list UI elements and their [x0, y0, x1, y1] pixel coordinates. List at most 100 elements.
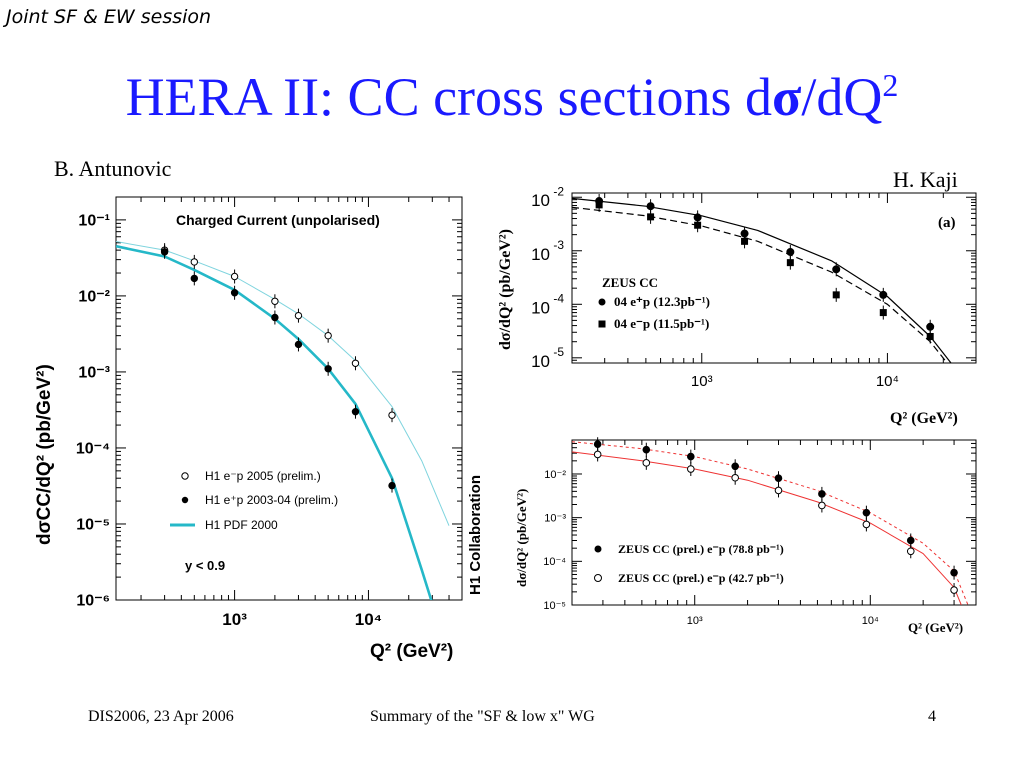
zeus-a-curves	[572, 197, 952, 363]
zeus-b-points	[593, 437, 958, 598]
y-tick-label: 10⁻⁵	[543, 600, 566, 612]
h1-plot-frame	[115, 196, 463, 601]
y-tick-label: 10⁻³	[544, 513, 566, 525]
y-tick-label: 10⁻⁴	[543, 556, 566, 568]
h1-points	[160, 243, 396, 493]
zeus-b-plot-frame	[571, 439, 977, 606]
zeus-b-x-axis-label: Q² (GeV²)	[908, 620, 963, 635]
y-tick-exponent: -4	[553, 291, 564, 305]
h1-legend-marker-open	[181, 472, 189, 480]
author-left: B. Antunovic	[54, 156, 172, 181]
h1-chart: Charged Current (unpolarised) 10⁻⁶ 10⁻⁵ 10…	[34, 196, 484, 662]
h1-chart-title: Charged Current (unpolarised)	[176, 212, 380, 228]
title-main: HERA II: CC cross sections d	[125, 67, 773, 127]
data-point	[190, 274, 199, 283]
h1-ticks	[116, 196, 463, 601]
data-point	[595, 201, 603, 209]
y-tick-label: 10⁻⁶	[76, 593, 110, 610]
zeus-b-legend-item-2: ZEUS CC (prel.) e⁻p (42.7 pb⁻¹)	[618, 571, 784, 585]
data-point	[818, 490, 826, 498]
h1-x-axis-label: Q² (GeV²)	[370, 641, 453, 662]
zeus-b-y-tick-labels: 10⁻² 10⁻³ 10⁻⁴ 10⁻⁵	[543, 469, 566, 612]
data-point	[694, 221, 702, 229]
y-tick-label: 10⁻³	[78, 365, 110, 382]
data-point	[351, 359, 360, 367]
zeus-a-panel-label: (a)	[938, 215, 956, 231]
y-tick-exponent: -5	[553, 345, 564, 359]
h1-side-label: H1 Collaboration	[467, 475, 484, 595]
data-point	[230, 272, 239, 281]
data-point	[741, 237, 749, 245]
zeus-a-legend-item-2: 04 e⁻p (11.5pb⁻¹)	[614, 316, 709, 331]
y-tick-label: 10⁻⁵	[76, 517, 110, 534]
data-point	[832, 265, 841, 274]
y-tick-exponent: -3	[553, 238, 564, 252]
x-tick-label: 10⁴	[355, 610, 382, 629]
footer-title: Summary of the "SF & low x" WG	[370, 708, 595, 725]
y-tick-label: 10⁻²	[544, 469, 566, 481]
series-line	[572, 197, 952, 363]
y-tick-label: 10⁻¹	[78, 212, 110, 229]
title-end: /dQ	[801, 67, 883, 127]
zeus-a-y-axis-label: dσ/dQ² (pb/GeV²)	[497, 229, 514, 350]
data-point	[593, 450, 602, 459]
y-tick-exponent: -2	[553, 185, 564, 198]
data-point	[647, 213, 655, 221]
zeus-b-curves	[572, 441, 969, 605]
session-label: Joint SF & EW session	[6, 6, 212, 28]
zeus-chart-b: 10⁻² 10⁻³ 10⁻⁴ 10⁻⁵ 10³ 10⁴ ZEUS CC (prel.) …	[514, 437, 977, 635]
data-point	[832, 291, 840, 299]
slide-title: HERA II: CC cross sections dσ/dQ2	[0, 66, 1024, 128]
data-point	[294, 340, 303, 349]
zeus-b-y-axis-label: dσ/dQ² (pb/GeV²)	[514, 489, 529, 587]
data-point	[388, 481, 396, 490]
y-tick-label: 10	[531, 352, 550, 371]
x-tick-label: 10⁴	[876, 373, 899, 390]
data-point	[786, 247, 795, 256]
h1-legend-item-3: H1 PDF 2000	[205, 518, 278, 532]
zeus-b-legend-marker-open	[594, 574, 602, 582]
data-point	[818, 501, 826, 510]
h1-legend-item-1: H1 e⁻p 2005 (prelim.)	[205, 469, 321, 483]
data-point	[731, 473, 739, 482]
data-point	[926, 322, 935, 331]
data-point	[879, 290, 888, 299]
zeus-a-ticks	[571, 193, 977, 364]
data-point	[160, 248, 169, 256]
data-point	[271, 313, 279, 322]
data-point	[950, 568, 958, 577]
data-point	[271, 297, 279, 305]
zeus-a-points	[595, 194, 935, 344]
title-superscript: 2	[882, 67, 899, 103]
zeus-b-x-tick-labels: 10³ 10⁴	[687, 615, 879, 627]
x-tick-label: 10³	[222, 610, 247, 629]
data-point	[879, 309, 887, 317]
y-tick-label: 10	[531, 245, 550, 264]
data-point	[351, 407, 360, 416]
data-point	[906, 547, 915, 556]
zeus-a-legend-marker-square	[598, 320, 606, 328]
author-right: H. Kaji	[893, 167, 958, 192]
h1-cut-label: y < 0.9	[185, 558, 225, 573]
zeus-b-legend-item-1: ZEUS CC (prel.) e⁻p (78.8 pb⁻¹)	[618, 542, 784, 556]
y-tick-label: 10⁻⁴	[76, 441, 110, 458]
zeus-a-legend-title: ZEUS CC	[602, 275, 658, 290]
series-line	[572, 451, 962, 605]
x-tick-label: 10³	[687, 615, 703, 627]
data-point	[862, 508, 871, 517]
series-line	[572, 441, 969, 605]
y-tick-label: 10	[531, 191, 550, 210]
data-point	[926, 333, 934, 341]
data-point	[862, 520, 871, 529]
h1-y-tick-labels: 10⁻⁶ 10⁻⁵ 10⁻⁴ 10⁻³ 10⁻² 10⁻¹	[76, 212, 110, 609]
h1-legend-marker-filled	[181, 496, 189, 504]
data-point	[906, 536, 915, 545]
zeus-a-plot-frame	[571, 192, 977, 364]
data-point	[687, 465, 695, 473]
data-point	[388, 411, 396, 419]
zeus-a-legend-marker-circle	[598, 298, 606, 306]
page-number: 4	[928, 708, 936, 725]
zeus-b-ticks	[571, 439, 977, 606]
series-line	[572, 206, 948, 363]
h1-x-tick-labels: 10³ 10⁴	[222, 610, 382, 629]
